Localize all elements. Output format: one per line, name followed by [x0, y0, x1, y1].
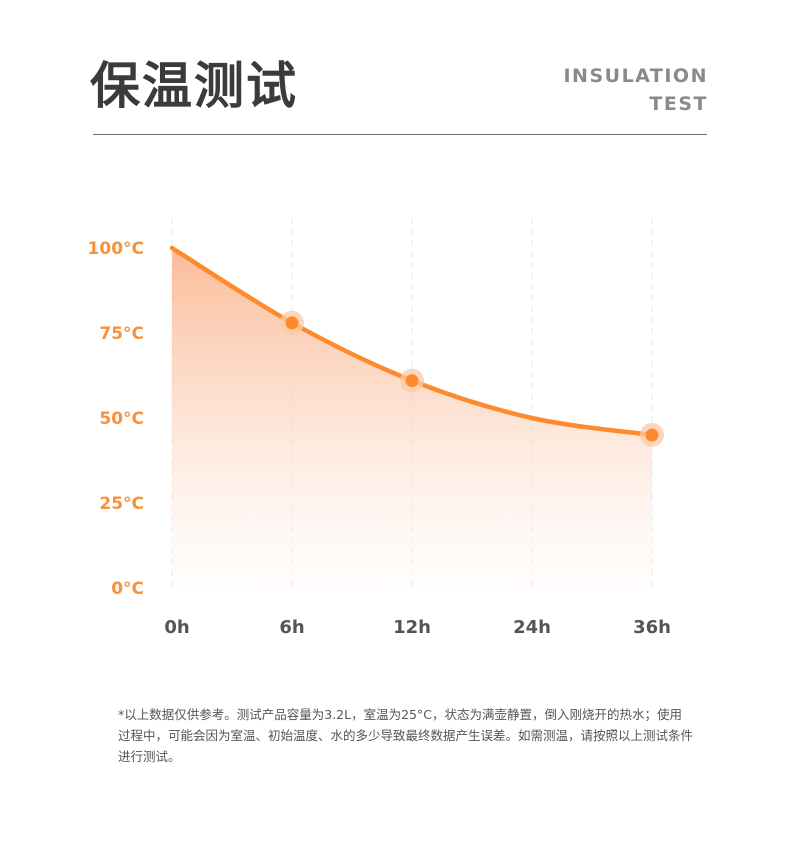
data-point-12h [405, 374, 419, 388]
page-subtitle: INSULATION TEST [563, 62, 708, 118]
y-tick-label: 50°C [99, 409, 144, 429]
subtitle-line-1: INSULATION [563, 65, 708, 87]
footnote: *以上数据仅供参考。测试产品容量为3.2L，室温为25°C，状态为满壶静置，倒入… [118, 707, 694, 764]
x-tick-label: 6h [279, 617, 304, 638]
y-tick-label: 25°C [99, 494, 144, 514]
data-markers [280, 310, 664, 447]
title-divider [93, 134, 707, 135]
x-tick-label: 12h [393, 617, 431, 638]
y-tick-label: 100°C [88, 239, 144, 259]
x-tick-label: 24h [513, 617, 551, 638]
x-tick-label: 0h [164, 617, 189, 638]
page-title: 保温测试 [90, 57, 298, 115]
data-point-6h [285, 316, 299, 330]
y-tick-label: 75°C [99, 324, 144, 344]
y-axis-labels: 0°C 25°C 50°C 75°C 100°C [88, 239, 144, 599]
data-point-36h [645, 428, 659, 442]
y-tick-label: 0°C [111, 579, 144, 599]
x-tick-label: 36h [633, 617, 671, 638]
x-axis-labels: 0h 6h 12h 24h 36h [164, 617, 671, 638]
subtitle-line-2: TEST [649, 93, 708, 115]
